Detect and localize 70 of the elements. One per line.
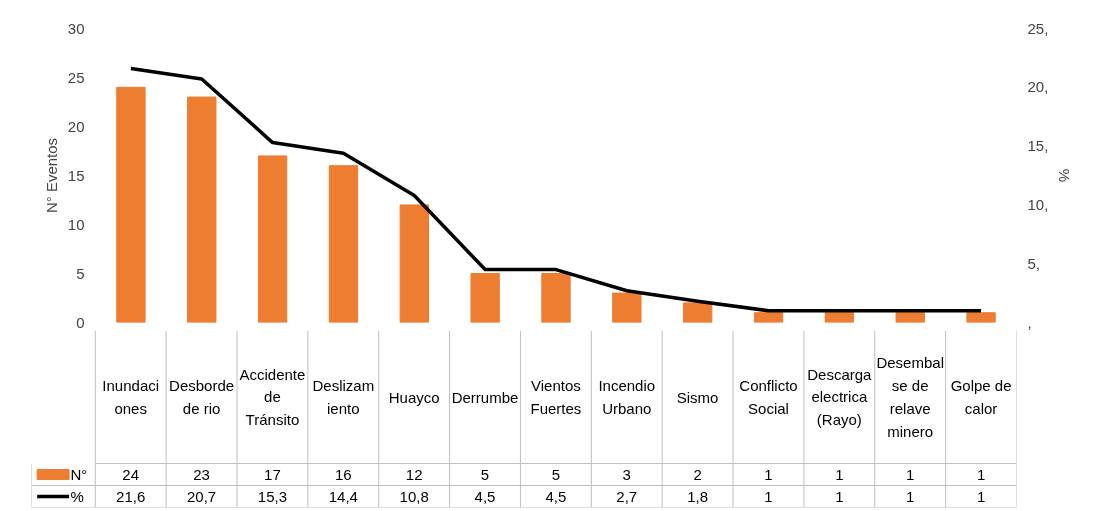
- x-tick-label: Inundaciones: [102, 377, 160, 417]
- y-tick-label: 10: [67, 215, 85, 233]
- x-tick-label: Deslizamiento: [312, 377, 375, 417]
- data-label: 1: [906, 487, 915, 505]
- x-tick-label: Huayco: [388, 388, 440, 406]
- data-label: 5: [551, 465, 561, 483]
- y-axis-title: N° Eventos: [42, 137, 60, 214]
- bar: [187, 96, 217, 323]
- y-tick-label: 20: [67, 117, 85, 135]
- bar: [328, 165, 359, 323]
- bar: [753, 312, 784, 323]
- legend-label: N°: [70, 466, 88, 483]
- data-label: 4,5: [545, 487, 567, 505]
- x-tick-label: Incendio Urbano: [598, 377, 656, 417]
- data-label: 10,8: [399, 487, 429, 505]
- data-label: 1: [764, 487, 773, 505]
- data-label: 1: [764, 465, 773, 483]
- bar: [116, 86, 146, 323]
- bar: [895, 312, 925, 323]
- bar: [683, 302, 713, 323]
- data-label: 12: [405, 465, 423, 483]
- data-label: 21,6: [116, 487, 146, 505]
- x-tick-label: Descarga electrica (Rayo): [807, 365, 873, 429]
- data-label: 15,3: [257, 487, 288, 505]
- data-label: 20,7: [186, 487, 217, 505]
- data-label: 1,8: [687, 487, 709, 505]
- data-label: 2: [693, 465, 702, 483]
- x-tick-label: Sismo: [676, 388, 719, 406]
- bar: [470, 273, 500, 323]
- x-tick-label: Golpe de calor: [950, 377, 1012, 417]
- x-tick-label: Conflicto Social: [739, 377, 798, 417]
- bar: [612, 292, 642, 323]
- data-label: 1: [835, 487, 844, 505]
- data-label: 3: [622, 465, 631, 483]
- legend-label: %: [70, 488, 84, 505]
- bar: [966, 312, 996, 323]
- data-label: 1: [906, 465, 915, 483]
- y2-tick-label: 5,: [1027, 254, 1041, 272]
- line-series: [129, 66, 983, 313]
- data-label: 16: [334, 465, 352, 483]
- data-label: 1: [835, 465, 844, 483]
- x-tick-label: Vientos Fuertes: [530, 377, 582, 417]
- y-tick-label: 30: [67, 19, 85, 37]
- y2-tick-label: 25,: [1027, 19, 1049, 37]
- y-tick-label: 5: [76, 264, 85, 282]
- data-label: 17: [264, 465, 281, 483]
- data-label: 1: [976, 487, 986, 505]
- y-tick-label: 0: [76, 313, 85, 331]
- bar: [257, 155, 288, 323]
- x-tick-label: Derrumbe: [451, 388, 519, 406]
- y-tick-label: 15: [67, 166, 85, 184]
- data-label: 5: [480, 465, 490, 483]
- y2-axis-title: %: [1056, 168, 1074, 183]
- x-tick-label: Desborde de rio: [169, 377, 235, 417]
- data-label: 4,5: [474, 487, 496, 505]
- y-tick-label: 25: [67, 68, 85, 86]
- y2-tick-label: ,: [1027, 313, 1032, 331]
- x-tick-label: Desembalse de relave minero: [876, 354, 944, 440]
- data-label: 24: [122, 465, 140, 483]
- x-tick-label: Accidente de Tránsito: [239, 365, 306, 429]
- data-label: 1: [976, 465, 986, 483]
- bar: [399, 204, 429, 323]
- y2-tick-label: 15,: [1027, 137, 1049, 155]
- bar: [541, 273, 571, 323]
- data-label: 2,7: [616, 487, 638, 505]
- y2-tick-label: 10,: [1027, 195, 1049, 213]
- y2-tick-label: 20,: [1027, 78, 1049, 96]
- bar: [824, 312, 855, 323]
- data-label: 14,4: [328, 487, 358, 505]
- data-label: 23: [193, 465, 210, 483]
